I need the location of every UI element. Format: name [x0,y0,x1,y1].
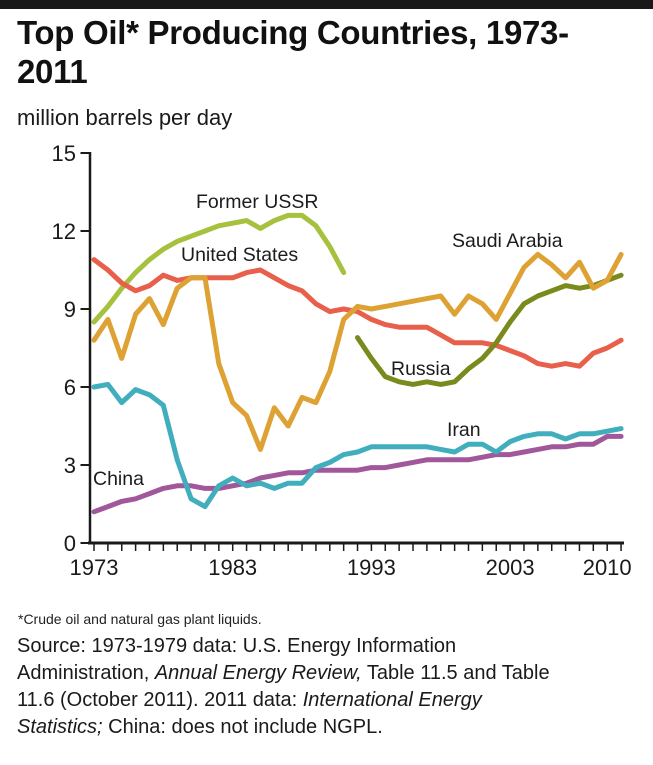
x-tick-label: 2003 [486,555,535,580]
y-tick-label: 9 [64,297,76,322]
axis-unit-label: million barrels per day [17,105,233,130]
source-line: Statistics; China: does not include NGPL… [17,716,383,738]
source-note: Source: 1973-1979 data: U.S. Energy Info… [17,633,642,741]
series-label-china: China [93,468,144,490]
x-tick-label: 1993 [347,555,396,580]
y-tick-label: 12 [52,219,76,244]
series-label-russia: Russia [391,358,451,380]
series-line-united-states [91,257,624,369]
chart-canvas: 0 3 6 9 12 15 1973 1983 1993 2003 2010 Former USSR U… [52,141,632,580]
x-tick-label: 2010 [583,555,632,580]
oil-production-chart: 0 3 6 9 12 15 1973 1983 1993 2003 2010 Former USSR U… [52,141,632,580]
source-line: Administration, Annual Energy Review, Ta… [17,662,550,684]
series-line-iran [91,381,624,510]
y-tick-label: 6 [64,375,76,400]
top-border-bar [0,0,653,9]
x-tick-label: 1973 [70,555,119,580]
series-line-former-ussr [91,212,347,325]
series-line-china [91,433,624,515]
source-line: Source: 1973-1979 data: U.S. Energy Info… [17,635,457,657]
series-line-saudi-arabia [91,251,624,452]
chart-title: Top Oil* Producing Countries, 1973-2011 [17,14,569,90]
y-tick-label: 15 [52,141,76,166]
source-line: 11.6 (October 2011). 2011 data: Internat… [17,689,482,711]
y-tick-label: 3 [64,453,76,478]
series-label-united-states: United States [181,244,298,266]
x-tick-label: 1983 [208,555,257,580]
series-label-iran: Iran [447,419,481,441]
y-tick-label: 0 [64,531,76,556]
series-label-former-ussr: Former USSR [196,191,318,213]
series-label-saudi-arabia: Saudi Arabia [452,230,563,252]
footnote: *Crude oil and natural gas plant liquids… [18,611,262,627]
series-line-russia [355,272,624,387]
